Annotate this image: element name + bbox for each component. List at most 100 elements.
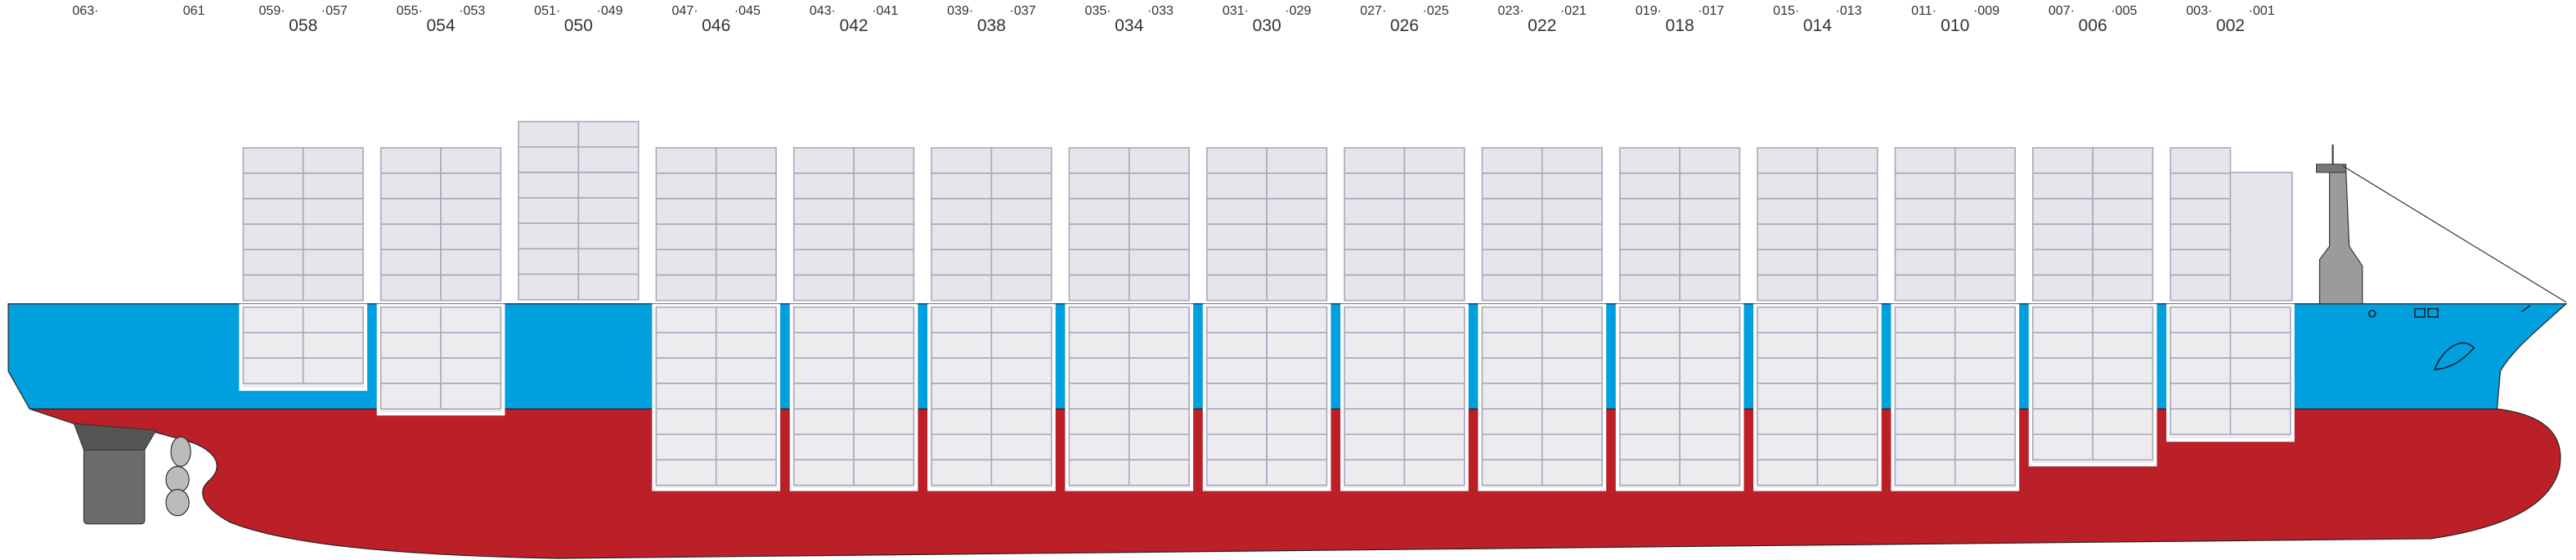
container — [1266, 198, 1328, 226]
forestay — [2342, 165, 2567, 303]
container — [1205, 249, 1268, 276]
container — [792, 357, 855, 384]
container — [1894, 331, 1956, 359]
container — [1481, 146, 1543, 174]
container — [792, 274, 855, 302]
bay-stack — [1478, 146, 1607, 491]
container — [1205, 459, 1268, 486]
container — [1816, 172, 1878, 199]
container — [1344, 146, 1406, 174]
container — [1757, 383, 1819, 410]
container — [1894, 459, 1956, 486]
bay-label: 014 — [1803, 16, 1832, 35]
container — [1541, 274, 1603, 302]
container — [931, 146, 993, 174]
container — [1128, 331, 1190, 359]
container — [1266, 172, 1328, 199]
container — [1816, 331, 1878, 359]
container — [1481, 198, 1543, 226]
container — [302, 274, 364, 302]
container — [2170, 331, 2232, 359]
container — [2170, 223, 2232, 251]
container — [1344, 459, 1406, 486]
container — [1481, 459, 1543, 486]
container — [577, 146, 640, 173]
container — [1128, 249, 1190, 276]
container — [1894, 249, 1956, 276]
container — [1679, 306, 1741, 334]
container — [1894, 357, 1956, 384]
container — [792, 198, 855, 226]
bay-label: 046 — [702, 16, 730, 35]
container — [1068, 408, 1130, 436]
container — [655, 331, 717, 359]
container — [931, 408, 993, 436]
container — [1954, 249, 2016, 276]
container — [2092, 433, 2154, 461]
bay-label: ·033 — [1147, 3, 1174, 18]
container — [1954, 223, 2016, 251]
container — [1679, 357, 1741, 384]
container — [853, 306, 915, 334]
container — [1403, 172, 1465, 199]
container — [2092, 331, 2154, 359]
container — [1403, 146, 1465, 174]
bay-stack — [1753, 146, 1882, 491]
container — [853, 408, 915, 436]
container — [1481, 274, 1543, 302]
bay-stack — [2166, 146, 2295, 442]
container — [792, 383, 855, 410]
container — [242, 223, 304, 251]
container — [1816, 459, 1878, 486]
container — [2170, 274, 2232, 302]
bay-label: 023· — [1498, 3, 1524, 18]
rudder-stock — [73, 423, 157, 450]
container — [1403, 459, 1465, 486]
container — [518, 172, 580, 199]
container — [1205, 331, 1268, 359]
container — [1481, 383, 1543, 410]
container — [1954, 198, 2016, 226]
container — [2229, 383, 2291, 410]
container — [379, 172, 442, 199]
container — [2229, 306, 2291, 334]
container — [1128, 408, 1190, 436]
container — [1266, 223, 1328, 251]
container — [2229, 172, 2293, 302]
bay-label: ·017 — [1698, 3, 1724, 18]
container — [577, 273, 640, 301]
container — [655, 459, 717, 486]
container — [1344, 331, 1406, 359]
container — [302, 172, 364, 199]
container — [655, 172, 717, 199]
container — [1541, 331, 1603, 359]
container — [990, 433, 1052, 461]
container — [577, 172, 640, 199]
container — [2031, 433, 2094, 461]
container — [518, 273, 580, 301]
bay-label: 034 — [1115, 16, 1143, 35]
container — [1068, 223, 1130, 251]
container — [931, 306, 993, 334]
container — [1757, 172, 1819, 199]
container — [792, 408, 855, 436]
container — [1266, 357, 1328, 384]
container — [2092, 357, 2154, 384]
container — [2229, 357, 2291, 384]
bay-label: 043· — [810, 3, 836, 18]
container — [1954, 408, 2016, 436]
container — [1205, 433, 1268, 461]
bay-label: ·053 — [459, 3, 485, 18]
container — [1541, 172, 1603, 199]
bay-label: 031· — [1223, 3, 1249, 18]
bay-label: 050 — [564, 16, 593, 35]
container — [1679, 274, 1741, 302]
container — [302, 223, 364, 251]
container — [1541, 198, 1603, 226]
rudder — [83, 446, 146, 525]
container — [853, 433, 915, 461]
container — [715, 357, 777, 384]
container — [1954, 433, 2016, 461]
container — [1894, 146, 1956, 174]
bay-stack — [1340, 146, 1469, 491]
